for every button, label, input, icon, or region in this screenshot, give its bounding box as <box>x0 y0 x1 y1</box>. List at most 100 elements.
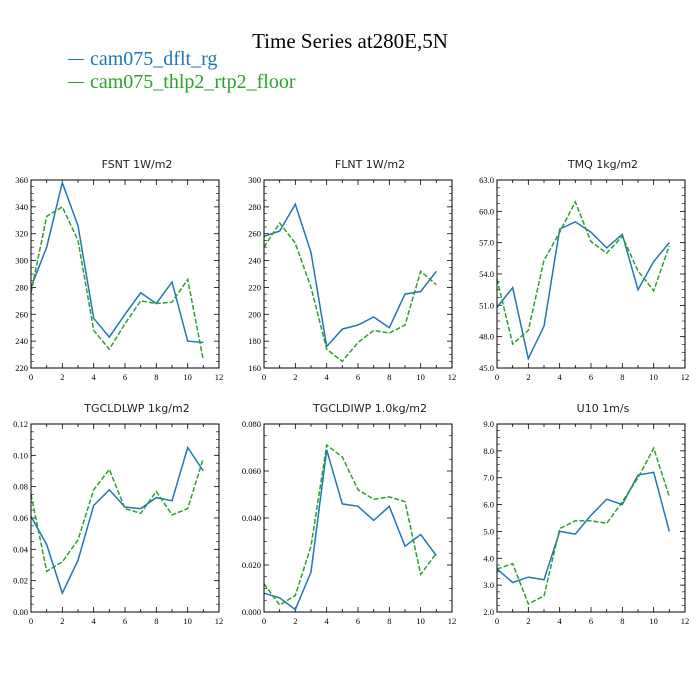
y-tick-label: 0.06 <box>13 513 28 523</box>
y-tick-label: 51.0 <box>479 300 494 310</box>
plot-frame <box>496 179 686 369</box>
y-tick-label: 63.0 <box>479 175 494 185</box>
legend-label-2: cam075_thlp2_rtp2_floor <box>90 71 296 93</box>
chart-panel-2: FLNT 1W/m2 0 2 4 6 8 10 12 160 180 200 220 240 260 280… <box>248 158 456 382</box>
series-line-1 <box>263 449 437 611</box>
x-tick-label: 4 <box>92 372 97 382</box>
y-tick-label: 180 <box>248 336 261 346</box>
x-tick-label: 4 <box>325 616 330 626</box>
plot-frame <box>263 179 453 369</box>
x-tick-label: 8 <box>154 616 158 626</box>
y-tick-label: 57.0 <box>479 238 494 248</box>
x-tick-label: 4 <box>92 616 97 626</box>
y-tick-label: 220 <box>248 282 261 292</box>
series-line-2 <box>30 458 205 573</box>
y-tick-label: 6.0 <box>483 500 494 510</box>
chart-panel-1: FSNT 1W/m2 0 2 4 6 8 10 12 220 240 260 280 300 320 340… <box>15 158 223 382</box>
series-line-1 <box>496 220 670 361</box>
x-tick-label: 8 <box>620 372 624 382</box>
x-tick-label: 10 <box>649 372 658 382</box>
chart-title: FSNT 1W/m2 <box>102 158 173 171</box>
series-line-1 <box>30 180 204 344</box>
page-title: Time Series at280E,5N <box>252 29 448 53</box>
y-tick-label: 260 <box>248 229 261 239</box>
x-tick-label: 6 <box>589 616 593 626</box>
legend-swatch-2 <box>68 82 84 83</box>
y-tick-label: 340 <box>15 202 28 212</box>
x-tick-label: 12 <box>448 372 457 382</box>
x-tick-label: 8 <box>387 616 391 626</box>
legend: cam075_dflt_rg cam075_thlp2_rtp2_floor <box>68 48 296 94</box>
x-tick-label: 8 <box>387 372 391 382</box>
series-line-1 <box>30 445 204 596</box>
y-tick-label: 45.0 <box>479 363 494 373</box>
y-tick-label: 320 <box>15 229 28 239</box>
y-tick-label: 200 <box>248 309 261 319</box>
x-tick-label: 0 <box>29 616 33 626</box>
x-tick-label: 12 <box>215 372 224 382</box>
chart-panel-4: TGCLDLWP 1kg/m2 0 2 4 6 8 10 12 0.00 0.02 0.04 0.06… <box>13 402 223 626</box>
x-tick-label: 8 <box>620 616 624 626</box>
series-line-2 <box>496 446 671 605</box>
chart-title: TGCLDIWP 1.0kg/m2 <box>312 402 427 415</box>
x-tick-label: 0 <box>262 372 266 382</box>
x-tick-label: 2 <box>60 372 64 382</box>
y-tick-label: 360 <box>15 175 28 185</box>
x-tick-label: 12 <box>681 372 690 382</box>
x-tick-label: 4 <box>558 616 563 626</box>
y-tick-label: 280 <box>15 282 28 292</box>
y-tick-label: 48.0 <box>479 332 494 342</box>
x-tick-label: 6 <box>123 372 127 382</box>
y-tick-label: 54.0 <box>479 269 494 279</box>
plot-frame <box>496 423 686 613</box>
series-line-2 <box>496 200 671 346</box>
series-line-2 <box>263 443 437 606</box>
chart-title: TMQ 1kg/m2 <box>567 158 638 171</box>
x-tick-label: 2 <box>60 616 64 626</box>
x-tick-label: 6 <box>356 616 360 626</box>
plot-frame <box>30 423 220 613</box>
x-tick-label: 6 <box>356 372 360 382</box>
y-tick-label: 0.04 <box>13 544 29 554</box>
x-tick-label: 0 <box>262 616 266 626</box>
chart-title: FLNT 1W/m2 <box>335 158 405 171</box>
x-tick-label: 12 <box>448 616 457 626</box>
x-tick-label: 12 <box>215 616 224 626</box>
y-tick-label: 300 <box>248 175 261 185</box>
x-tick-label: 10 <box>183 372 192 382</box>
x-tick-label: 10 <box>649 616 658 626</box>
y-tick-label: 0.00 <box>13 607 28 617</box>
x-tick-label: 10 <box>183 616 192 626</box>
y-tick-label: 0.060 <box>242 466 261 476</box>
series-line-2 <box>30 205 205 361</box>
x-tick-label: 6 <box>123 616 127 626</box>
y-tick-label: 4.0 <box>483 553 494 563</box>
y-tick-label: 0.080 <box>242 419 261 429</box>
y-tick-label: 9.0 <box>483 419 494 429</box>
x-tick-label: 2 <box>526 616 530 626</box>
x-tick-label: 2 <box>526 372 530 382</box>
y-tick-label: 220 <box>15 363 28 373</box>
x-tick-label: 2 <box>293 372 297 382</box>
x-tick-label: 4 <box>325 372 330 382</box>
x-tick-label: 10 <box>416 616 425 626</box>
y-tick-label: 0.08 <box>13 482 28 492</box>
x-tick-label: 10 <box>416 372 425 382</box>
legend-entry-1: cam075_dflt_rg <box>68 48 296 71</box>
x-tick-label: 0 <box>495 616 499 626</box>
legend-entry-2: cam075_thlp2_rtp2_floor <box>68 71 296 94</box>
chart-panel-6: U10 1m/s 0 2 4 6 8 10 12 2.0 3.0 4.0 5.0 6.0 7.0 8.0 9.… <box>483 402 689 626</box>
plot-frame <box>263 423 453 613</box>
y-tick-label: 0.020 <box>242 560 261 570</box>
y-tick-label: 5.0 <box>483 526 494 536</box>
y-tick-label: 280 <box>248 202 261 212</box>
legend-label-1: cam075_dflt_rg <box>90 48 218 70</box>
y-tick-label: 8.0 <box>483 446 494 456</box>
plot-frame <box>30 179 220 369</box>
y-tick-label: 0.000 <box>242 607 261 617</box>
y-tick-label: 0.02 <box>13 576 28 586</box>
series-line-1 <box>496 471 671 584</box>
x-tick-label: 4 <box>558 372 563 382</box>
y-tick-label: 240 <box>15 336 28 346</box>
